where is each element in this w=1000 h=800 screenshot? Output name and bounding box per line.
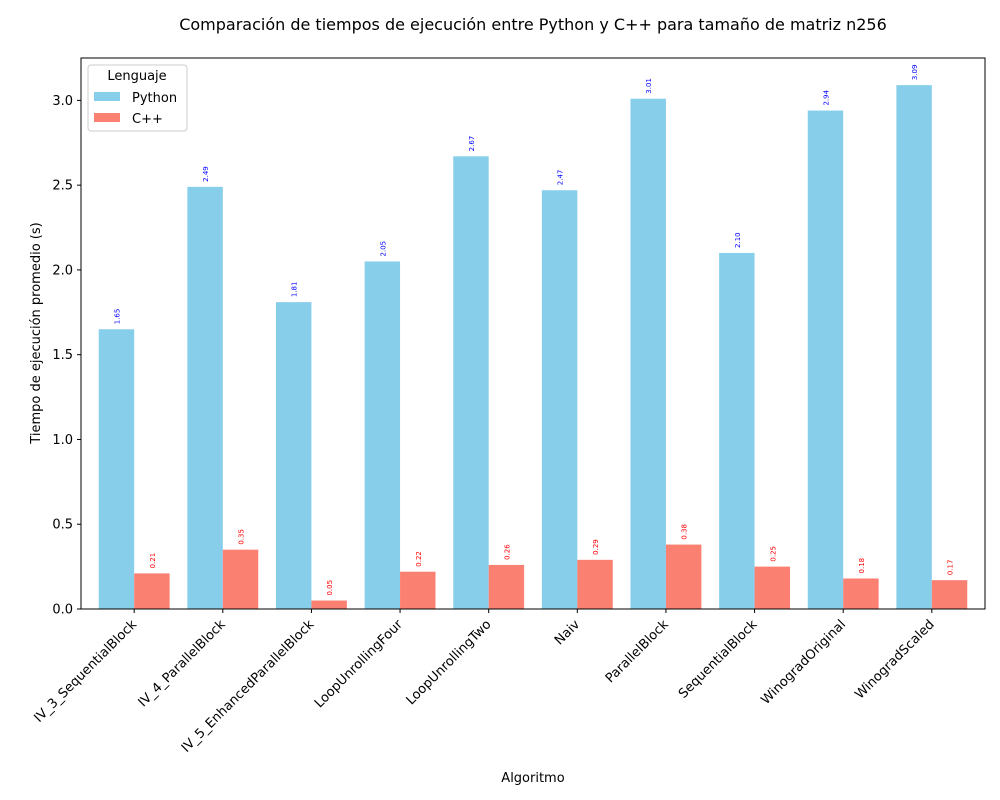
bar-label-cpp-6: 0.38 [681,524,689,540]
bar-cpp-2 [311,600,347,609]
bar-label-cpp-9: 0.17 [947,560,955,576]
y-tick-label: 2.5 [52,179,73,194]
bar-cpp-1 [222,549,259,609]
bar-label-cpp-3: 0.22 [415,551,423,567]
legend-swatch-cpp [94,113,120,122]
bar-value-labels: 1.65 2.49 1.81 2.05 2.67 2.47 3.01 2.10 2.94 3.09… [113,65,954,596]
bar-label-python-9: 3.09 [911,65,919,81]
bar-python-0 [98,329,135,609]
bar-cpp-3 [400,571,436,609]
y-tick-label: 3.0 [52,94,73,109]
bar-label-cpp-7: 0.25 [769,546,777,562]
bar-label-cpp-2: 0.05 [326,580,334,596]
x-axis-label: Algoritmo [501,771,564,786]
bar-label-python-3: 2.05 [379,241,387,257]
bar-label-cpp-4: 0.26 [503,544,511,560]
legend-title: Lenguaje [107,69,166,84]
bar-label-python-4: 2.67 [468,136,476,152]
y-axis-ticks: 0.0 0.5 1.0 1.5 2.0 2.5 3.0 [52,94,81,618]
y-tick-label: 0.5 [52,518,73,533]
bar-cpp-6 [665,544,702,609]
bar-python-1 [187,186,223,609]
bar-cpp-4 [488,564,525,609]
legend: Lenguaje Python C++ [87,64,188,132]
y-tick-label: 2.0 [52,263,73,278]
bar-label-python-5: 2.47 [557,170,565,186]
bar-python-7 [719,252,755,609]
bar-label-python-1: 2.49 [202,166,210,182]
bar-label-python-8: 2.94 [822,89,830,105]
bar-label-python-2: 1.81 [291,282,299,298]
bar-cpp-0 [134,573,170,609]
y-axis-label: Tiempo de ejecución promedio (s) [29,222,44,444]
bar-python-4 [453,156,489,609]
bar-label-cpp-1: 0.35 [238,529,246,545]
bar-cpp-9 [931,580,968,609]
bar-label-python-7: 2.10 [734,232,742,248]
bar-cpp-7 [754,566,791,609]
bars [98,85,968,610]
y-tick-label: 0.0 [52,603,73,618]
bar-python-9 [896,85,932,609]
chart-title: Comparación de tiempos de ejecución entr… [179,15,887,34]
legend-swatch-python [94,92,120,101]
bar-python-8 [807,110,844,610]
bar-cpp-8 [843,578,879,609]
bar-label-python-0: 1.65 [113,309,121,325]
bar-label-cpp-8: 0.18 [858,558,866,574]
bar-label-cpp-5: 0.29 [592,539,600,555]
legend-label-cpp: C++ [132,112,163,127]
y-tick-label: 1.0 [52,433,73,448]
bar-python-5 [541,190,578,610]
bar-python-6 [630,98,666,609]
bar-cpp-5 [577,559,613,609]
plot-area-frame [80,57,986,610]
bar-python-2 [275,302,312,609]
y-tick-label: 1.5 [52,348,73,363]
legend-label-python: Python [132,91,177,106]
bar-label-cpp-0: 0.21 [149,553,157,569]
bar-label-python-6: 3.01 [645,78,653,94]
bar-python-3 [364,261,401,609]
